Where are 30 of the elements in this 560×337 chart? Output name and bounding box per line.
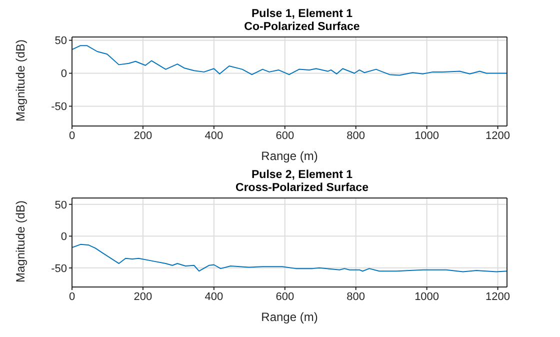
x-tick-label: 1200 [486, 130, 510, 142]
y-tick-label: -50 [51, 101, 67, 114]
y-axis-title: Magnitude (dB) [13, 200, 28, 282]
y-tick-label: 0 [60, 231, 67, 244]
x-tick-label: 1200 [486, 290, 510, 303]
x-axis-title: Range (m) [261, 149, 318, 163]
chart-subtitle: Cross-Polarized Surface [234, 182, 370, 195]
y-tick-label: 0 [60, 68, 67, 80]
line-series [72, 45, 507, 76]
x-tick-label: 1000 [414, 290, 440, 303]
x-tick-label: 200 [134, 130, 152, 142]
chart-subtitle: Co-Polarized Surface [243, 21, 361, 34]
x-tick-label: 0 [68, 130, 76, 142]
x-tick-label: 800 [346, 130, 366, 142]
chart-title: Pulse 2, Element 1 [250, 169, 354, 182]
y-tick-label: 50 [54, 35, 67, 48]
chart-title: Pulse 1, Element 1 [250, 8, 354, 21]
line-series [72, 244, 507, 272]
x-tick-label: 0 [68, 290, 76, 303]
x-tick-label: 1000 [414, 130, 440, 142]
y-axis-title: Magnitude (dB) [13, 39, 28, 122]
x-tick-label: 800 [346, 290, 366, 303]
x-tick-label: 600 [276, 290, 294, 303]
y-tick-label: 50 [54, 199, 67, 212]
x-axis-title: Range (m) [261, 310, 318, 324]
x-tick-label: 600 [276, 130, 294, 142]
x-tick-label: 400 [204, 130, 224, 142]
y-tick-label: -50 [51, 262, 67, 275]
x-tick-label: 200 [134, 290, 152, 303]
x-tick-label: 400 [204, 290, 224, 303]
